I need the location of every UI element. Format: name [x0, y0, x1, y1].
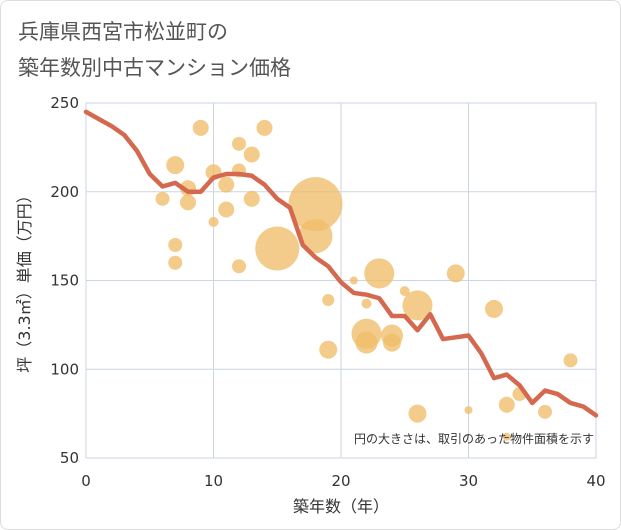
bubble-point: [355, 331, 378, 354]
bubble-point: [349, 276, 358, 285]
y-axis-label: 坪（3.3㎡）単価（万円）: [15, 187, 34, 372]
bubble-point: [243, 146, 260, 163]
bubble-point: [166, 156, 185, 175]
x-tick-label: 30: [459, 472, 478, 490]
x-tick-label: 0: [81, 472, 91, 490]
y-tick-label: 150: [50, 272, 79, 290]
bubble-point: [218, 176, 235, 193]
bubble-point: [402, 290, 433, 321]
bubble-point: [208, 216, 219, 227]
bubble-point: [232, 136, 246, 151]
bubble-point: [485, 299, 503, 318]
y-tick-label: 50: [60, 449, 79, 467]
bubble-point: [399, 286, 410, 297]
bubble-point: [243, 190, 260, 207]
x-tick-label: 40: [586, 472, 605, 490]
bubble-point: [319, 340, 338, 359]
x-tick-labels: 0 10 20 30 40: [81, 472, 605, 490]
y-tick-label: 250: [50, 94, 79, 112]
y-tick-label: 100: [50, 360, 79, 378]
y-tick-label: 200: [50, 183, 79, 201]
bubble-point: [408, 404, 427, 423]
bubble-size-note: 円の大きさは、取引のあった物件面積を示す: [354, 431, 594, 446]
x-tick-label: 10: [204, 472, 223, 490]
bubble-point: [498, 396, 515, 413]
bubble-point: [383, 333, 401, 352]
bubble-point: [168, 238, 183, 252]
bubble-point: [446, 264, 465, 283]
bubble-point: [288, 177, 343, 232]
y-tick-labels: 50 100 150 200 250: [50, 94, 79, 467]
bubble-point: [180, 194, 196, 211]
average-price-line: [83, 109, 599, 418]
bubble-point: [563, 353, 578, 368]
title-line-2: 築年数別中古マンション価格: [18, 56, 291, 80]
bubble-point: [464, 406, 473, 415]
bubble-point: [502, 432, 511, 441]
bubble-point: [168, 255, 183, 270]
bubble-layer: [155, 119, 578, 441]
bubble-point: [538, 404, 552, 419]
bubble-point: [322, 294, 335, 307]
bubble-point: [298, 219, 333, 254]
bubble-point: [255, 226, 300, 271]
bubble-point: [192, 119, 209, 136]
x-tick-label: 20: [331, 472, 350, 490]
chart-title: 兵庫県西宮市松並町の 築年数別中古マンション価格: [18, 14, 291, 86]
plot-border: [85, 102, 597, 459]
bubble-point: [232, 259, 246, 274]
line-layer: [83, 109, 599, 418]
bubble-point: [256, 119, 273, 136]
bubble-point: [155, 191, 170, 206]
title-line-1: 兵庫県西宮市松並町の: [18, 20, 228, 44]
bubble-point: [218, 201, 235, 218]
bubble-point: [361, 298, 372, 309]
bubble-point: [364, 258, 395, 289]
x-axis-label: 築年数（年）: [293, 497, 389, 516]
